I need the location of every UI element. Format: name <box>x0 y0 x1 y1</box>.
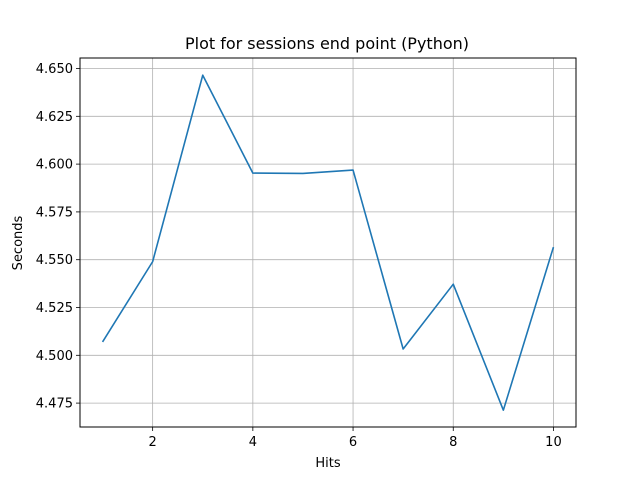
axis-ticks: 2 4 6 8 10 4.475 4.500 4.525 4.550 4.575 4.600 4.62… <box>36 62 562 450</box>
y-tick-label: 4.575 <box>36 205 73 220</box>
y-tick-label: 4.475 <box>36 397 73 412</box>
y-tick-label: 4.625 <box>36 110 73 125</box>
series-line-0 <box>101 74 555 411</box>
y-tick-label: 4.550 <box>36 253 73 268</box>
chart-title: Plot for sessions end point (Python) <box>185 34 469 53</box>
grid-lines <box>80 58 576 427</box>
x-tick-label: 4 <box>249 435 257 450</box>
y-tick-label: 4.525 <box>36 301 73 316</box>
y-tick-label: 4.500 <box>36 349 73 364</box>
x-axis-label: Hits <box>315 456 340 471</box>
y-axis-label: Seconds <box>11 215 26 270</box>
x-tick-label: 8 <box>449 435 457 450</box>
x-tick-label: 6 <box>349 435 357 450</box>
y-tick-label: 4.600 <box>36 158 73 173</box>
y-tick-label: 4.650 <box>36 62 73 77</box>
series-layer <box>101 74 555 411</box>
x-tick-label: 10 <box>545 435 562 450</box>
plot-frame <box>79 57 577 428</box>
x-tick-label: 2 <box>149 435 157 450</box>
